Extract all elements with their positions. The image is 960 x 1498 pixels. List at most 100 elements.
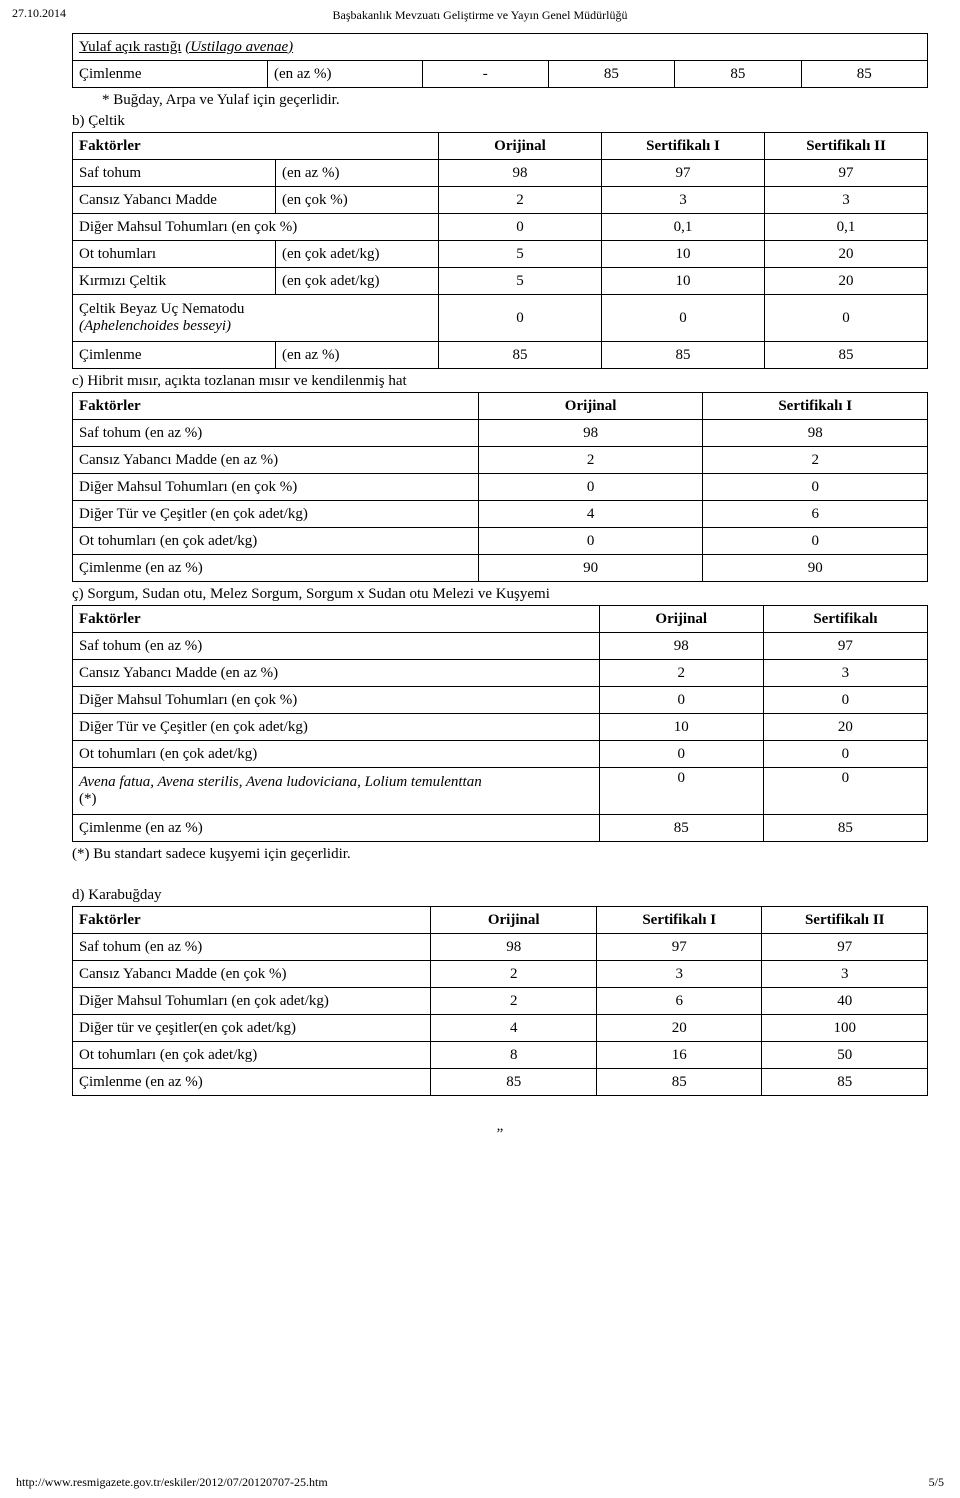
cell-value: 20 [763,714,927,741]
cell-value: 6 [596,988,762,1015]
end-quote: „ [72,1118,928,1135]
table-header-row: Faktörler Orijinal Sertifikalı I Sertifi… [73,133,928,160]
row-label: Kırmızı Çeltik [73,268,276,295]
cell-value: 2 [431,961,597,988]
table-row: Ot tohumları (en çok adet/kg) 5 10 20 [73,241,928,268]
cell-value: 85 [762,1069,928,1096]
row-unit: (en çok adet/kg) [276,241,439,268]
table-sorgum: Faktörler Orijinal Sertifikalı Saf tohum… [72,605,928,842]
row-unit: (en az %) [276,160,439,187]
header-title: Başbakanlık Mevzuatı Geliştirme ve Yayın… [12,8,948,23]
row-label: Çimlenme (en az %) [73,815,600,842]
row-label: Ot tohumları (en çok adet/kg) [73,528,479,555]
cell-value: 0 [765,295,928,342]
table-row: Yulaf açık rastığı (Ustilago avenae) [73,34,928,61]
section-cc-label: ç) Sorgum, Sudan otu, Melez Sorgum, Sorg… [72,586,928,603]
row-label: Cansız Yabancı Madde (en az %) [73,447,479,474]
col-sert2: Sertifikalı II [762,907,928,934]
cell-value: 40 [762,988,928,1015]
cell-value: 5 [439,241,602,268]
cell-value: 98 [703,420,928,447]
header-date: 27.10.2014 [12,6,66,21]
cell-value: 85 [596,1069,762,1096]
cell-value: 10 [602,241,765,268]
cell-value: 20 [596,1015,762,1042]
row-label: Saf tohum (en az %) [73,633,600,660]
row-label: Diğer Tür ve Çeşitler (en çok adet/kg) [73,714,600,741]
table-row: Diğer tür ve çeşitler(en çok adet/kg)420… [73,1015,928,1042]
cell-value: 85 [599,815,763,842]
cell-value: 3 [765,187,928,214]
col-sert1: Sertifikalı I [596,907,762,934]
table-celtik: Faktörler Orijinal Sertifikalı I Sertifi… [72,132,928,369]
table-row: Saf tohum (en az %)989797 [73,934,928,961]
cimlenme-unit: (en az %) [268,61,423,88]
table-row: Çimlenme (en az %) 85 85 85 [73,342,928,369]
cell-value: 0 [703,474,928,501]
table-row: Ot tohumları (en çok adet/kg)81650 [73,1042,928,1069]
col-faktorler: Faktörler [73,133,439,160]
col-sert: Sertifikalı [763,606,927,633]
cimlenme-label: Çimlenme [73,61,268,88]
table-row: Cansız Yabancı Madde (en çok %) 2 3 3 [73,187,928,214]
row-unit: (en çok adet/kg) [276,268,439,295]
cell-value: 85 [431,1069,597,1096]
row-label: Çimlenme [73,342,276,369]
cell-value: 85 [763,815,927,842]
cell-value: 85 [548,61,674,88]
row-label: Saf tohum (en az %) [73,934,431,961]
table-row: Diğer Mahsul Tohumları (en çok %) 0 0,1 … [73,214,928,241]
cell-value: 98 [439,160,602,187]
cell-value: 97 [765,160,928,187]
cell-value: 97 [763,633,927,660]
cell-value: 6 [703,501,928,528]
cell-value: 100 [762,1015,928,1042]
col-faktorler: Faktörler [73,606,600,633]
cell-value: 2 [439,187,602,214]
row-label: Diğer Mahsul Tohumları (en çok adet/kg) [73,988,431,1015]
table-row: Ot tohumları (en çok adet/kg)00 [73,528,928,555]
yulaf-label-b: (Ustilago avenae) [185,39,293,55]
cell-value: 0 [763,687,927,714]
table-yulaf: Yulaf açık rastığı (Ustilago avenae) Çim… [72,33,928,88]
row-label: Ot tohumları (en çok adet/kg) [73,1042,431,1069]
row-label: Cansız Yabancı Madde (en az %) [73,660,600,687]
cell-value: 98 [478,420,703,447]
row-label: Diğer Mahsul Tohumları (en çok %) [73,474,479,501]
nematode-line2: (Aphelenchoides besseyi) [79,318,432,335]
cell-value: 50 [762,1042,928,1069]
section-b-label: b) Çeltik [72,113,928,130]
row-label: Çimlenme (en az %) [73,555,479,582]
row-label: Diğer Mahsul Tohumları (en çok %) [73,687,600,714]
cell-value: 8 [431,1042,597,1069]
table-row: Kırmızı Çeltik (en çok adet/kg) 5 10 20 [73,268,928,295]
col-orijinal: Orijinal [439,133,602,160]
table-header-row: Faktörler Orijinal Sertifikalı I [73,393,928,420]
cell-value: 0,1 [602,214,765,241]
cell-value: 85 [675,61,801,88]
col-sert1: Sertifikalı I [703,393,928,420]
cell-value: 0,1 [765,214,928,241]
section-c-label: c) Hibrit mısır, açıkta tozlanan mısır v… [72,373,928,390]
footer-url: http://www.resmigazete.gov.tr/eskiler/20… [16,1475,328,1490]
avena-line2: (*) [79,791,593,808]
cell-value: 0 [602,295,765,342]
table-row: Diğer Mahsul Tohumları (en çok adet/kg)2… [73,988,928,1015]
cell-value: 0 [599,768,763,815]
row-label: Diğer Tür ve Çeşitler (en çok adet/kg) [73,501,479,528]
table-row: Diğer Mahsul Tohumları (en çok %)00 [73,687,928,714]
table-row: Diğer Tür ve Çeşitler (en çok adet/kg)10… [73,714,928,741]
table-row: Diğer Tür ve Çeşitler (en çok adet/kg)46 [73,501,928,528]
cell-value: 2 [599,660,763,687]
col-faktorler: Faktörler [73,907,431,934]
row-unit: (en çok %) [276,187,439,214]
row-label: Diğer tür ve çeşitler(en çok adet/kg) [73,1015,431,1042]
cell-value: 10 [602,268,765,295]
row-label: Diğer Mahsul Tohumları (en çok %) [73,214,439,241]
row-label: Çimlenme (en az %) [73,1069,431,1096]
table-hibrit: Faktörler Orijinal Sertifikalı I Saf toh… [72,392,928,582]
row-label: Saf tohum (en az %) [73,420,479,447]
content-area: Yulaf açık rastığı (Ustilago avenae) Çim… [72,33,928,1135]
cell-value: 3 [596,961,762,988]
col-orijinal: Orijinal [599,606,763,633]
